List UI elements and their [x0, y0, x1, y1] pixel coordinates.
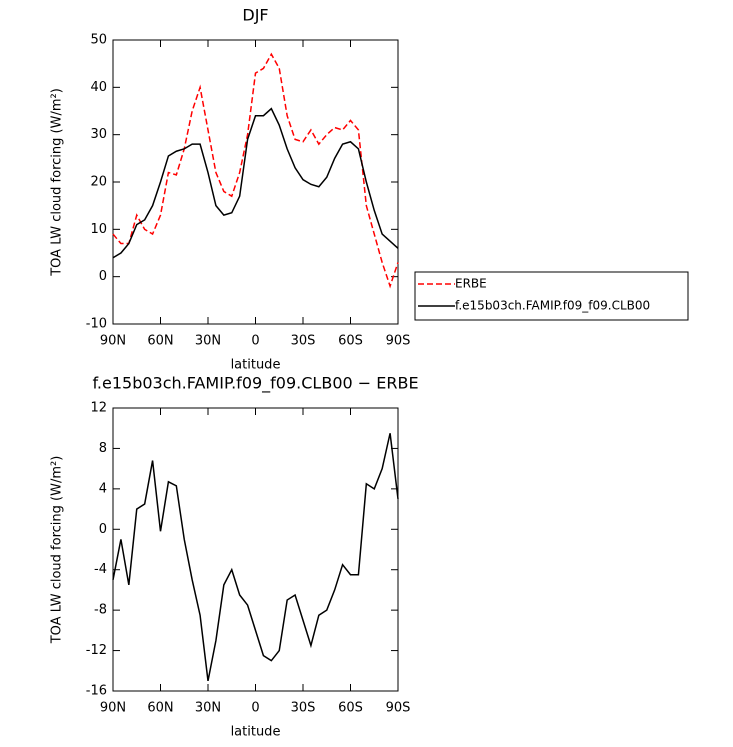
x-tick-label: 60S	[338, 701, 363, 716]
y-axis-label: TOA LW cloud forcing (W/m²)	[50, 456, 65, 645]
x-axis-label: latitude	[231, 725, 281, 740]
legend-label: f.e15b03ch.FAMIP.f09_f09.CLB00	[455, 299, 650, 313]
chart-title: DJF	[242, 6, 268, 25]
x-tick-label: 0	[251, 701, 259, 716]
y-tick-label: -16	[86, 684, 107, 699]
x-tick-label: 30N	[195, 701, 221, 716]
x-tick-label: 0	[251, 334, 259, 349]
y-tick-label: 20	[90, 175, 107, 190]
y-axis-label: TOA LW cloud forcing (W/m²)	[50, 88, 65, 277]
x-tick-label: 60N	[147, 334, 173, 349]
y-tick-label: 12	[90, 401, 107, 416]
legend-box	[414, 271, 689, 321]
chart-title: f.e15b03ch.FAMIP.f09_f09.CLB00 − ERBE	[92, 374, 418, 394]
x-tick-label: 90S	[386, 701, 411, 716]
x-tick-label: 60S	[338, 334, 363, 349]
x-tick-label: 90S	[386, 334, 411, 349]
x-tick-label: 90N	[100, 701, 126, 716]
y-tick-label: 8	[99, 441, 107, 456]
y-tick-label: 50	[90, 33, 107, 48]
x-tick-label: 30S	[291, 701, 316, 716]
y-tick-label: -4	[94, 562, 107, 577]
data-line	[112, 107, 399, 259]
plot-frame	[112, 407, 399, 692]
y-tick-label: 0	[99, 522, 107, 537]
x-tick-label: 90N	[100, 334, 126, 349]
y-tick-label: -12	[86, 643, 107, 658]
legend-label: ERBE	[455, 277, 487, 291]
y-tick-label: 0	[99, 269, 107, 284]
y-tick-label: 30	[90, 127, 107, 142]
data-line	[112, 433, 399, 682]
y-tick-label: 10	[90, 222, 107, 237]
y-tick-label: -8	[94, 603, 107, 618]
x-tick-label: 30N	[195, 334, 221, 349]
plot-frame	[112, 39, 399, 325]
data-line	[112, 52, 399, 289]
y-tick-label: -10	[86, 317, 107, 332]
y-tick-label: 40	[90, 80, 107, 95]
x-axis-label: latitude	[231, 358, 281, 373]
x-tick-label: 30S	[291, 334, 316, 349]
y-tick-label: 4	[99, 481, 107, 496]
x-tick-label: 60N	[147, 701, 173, 716]
